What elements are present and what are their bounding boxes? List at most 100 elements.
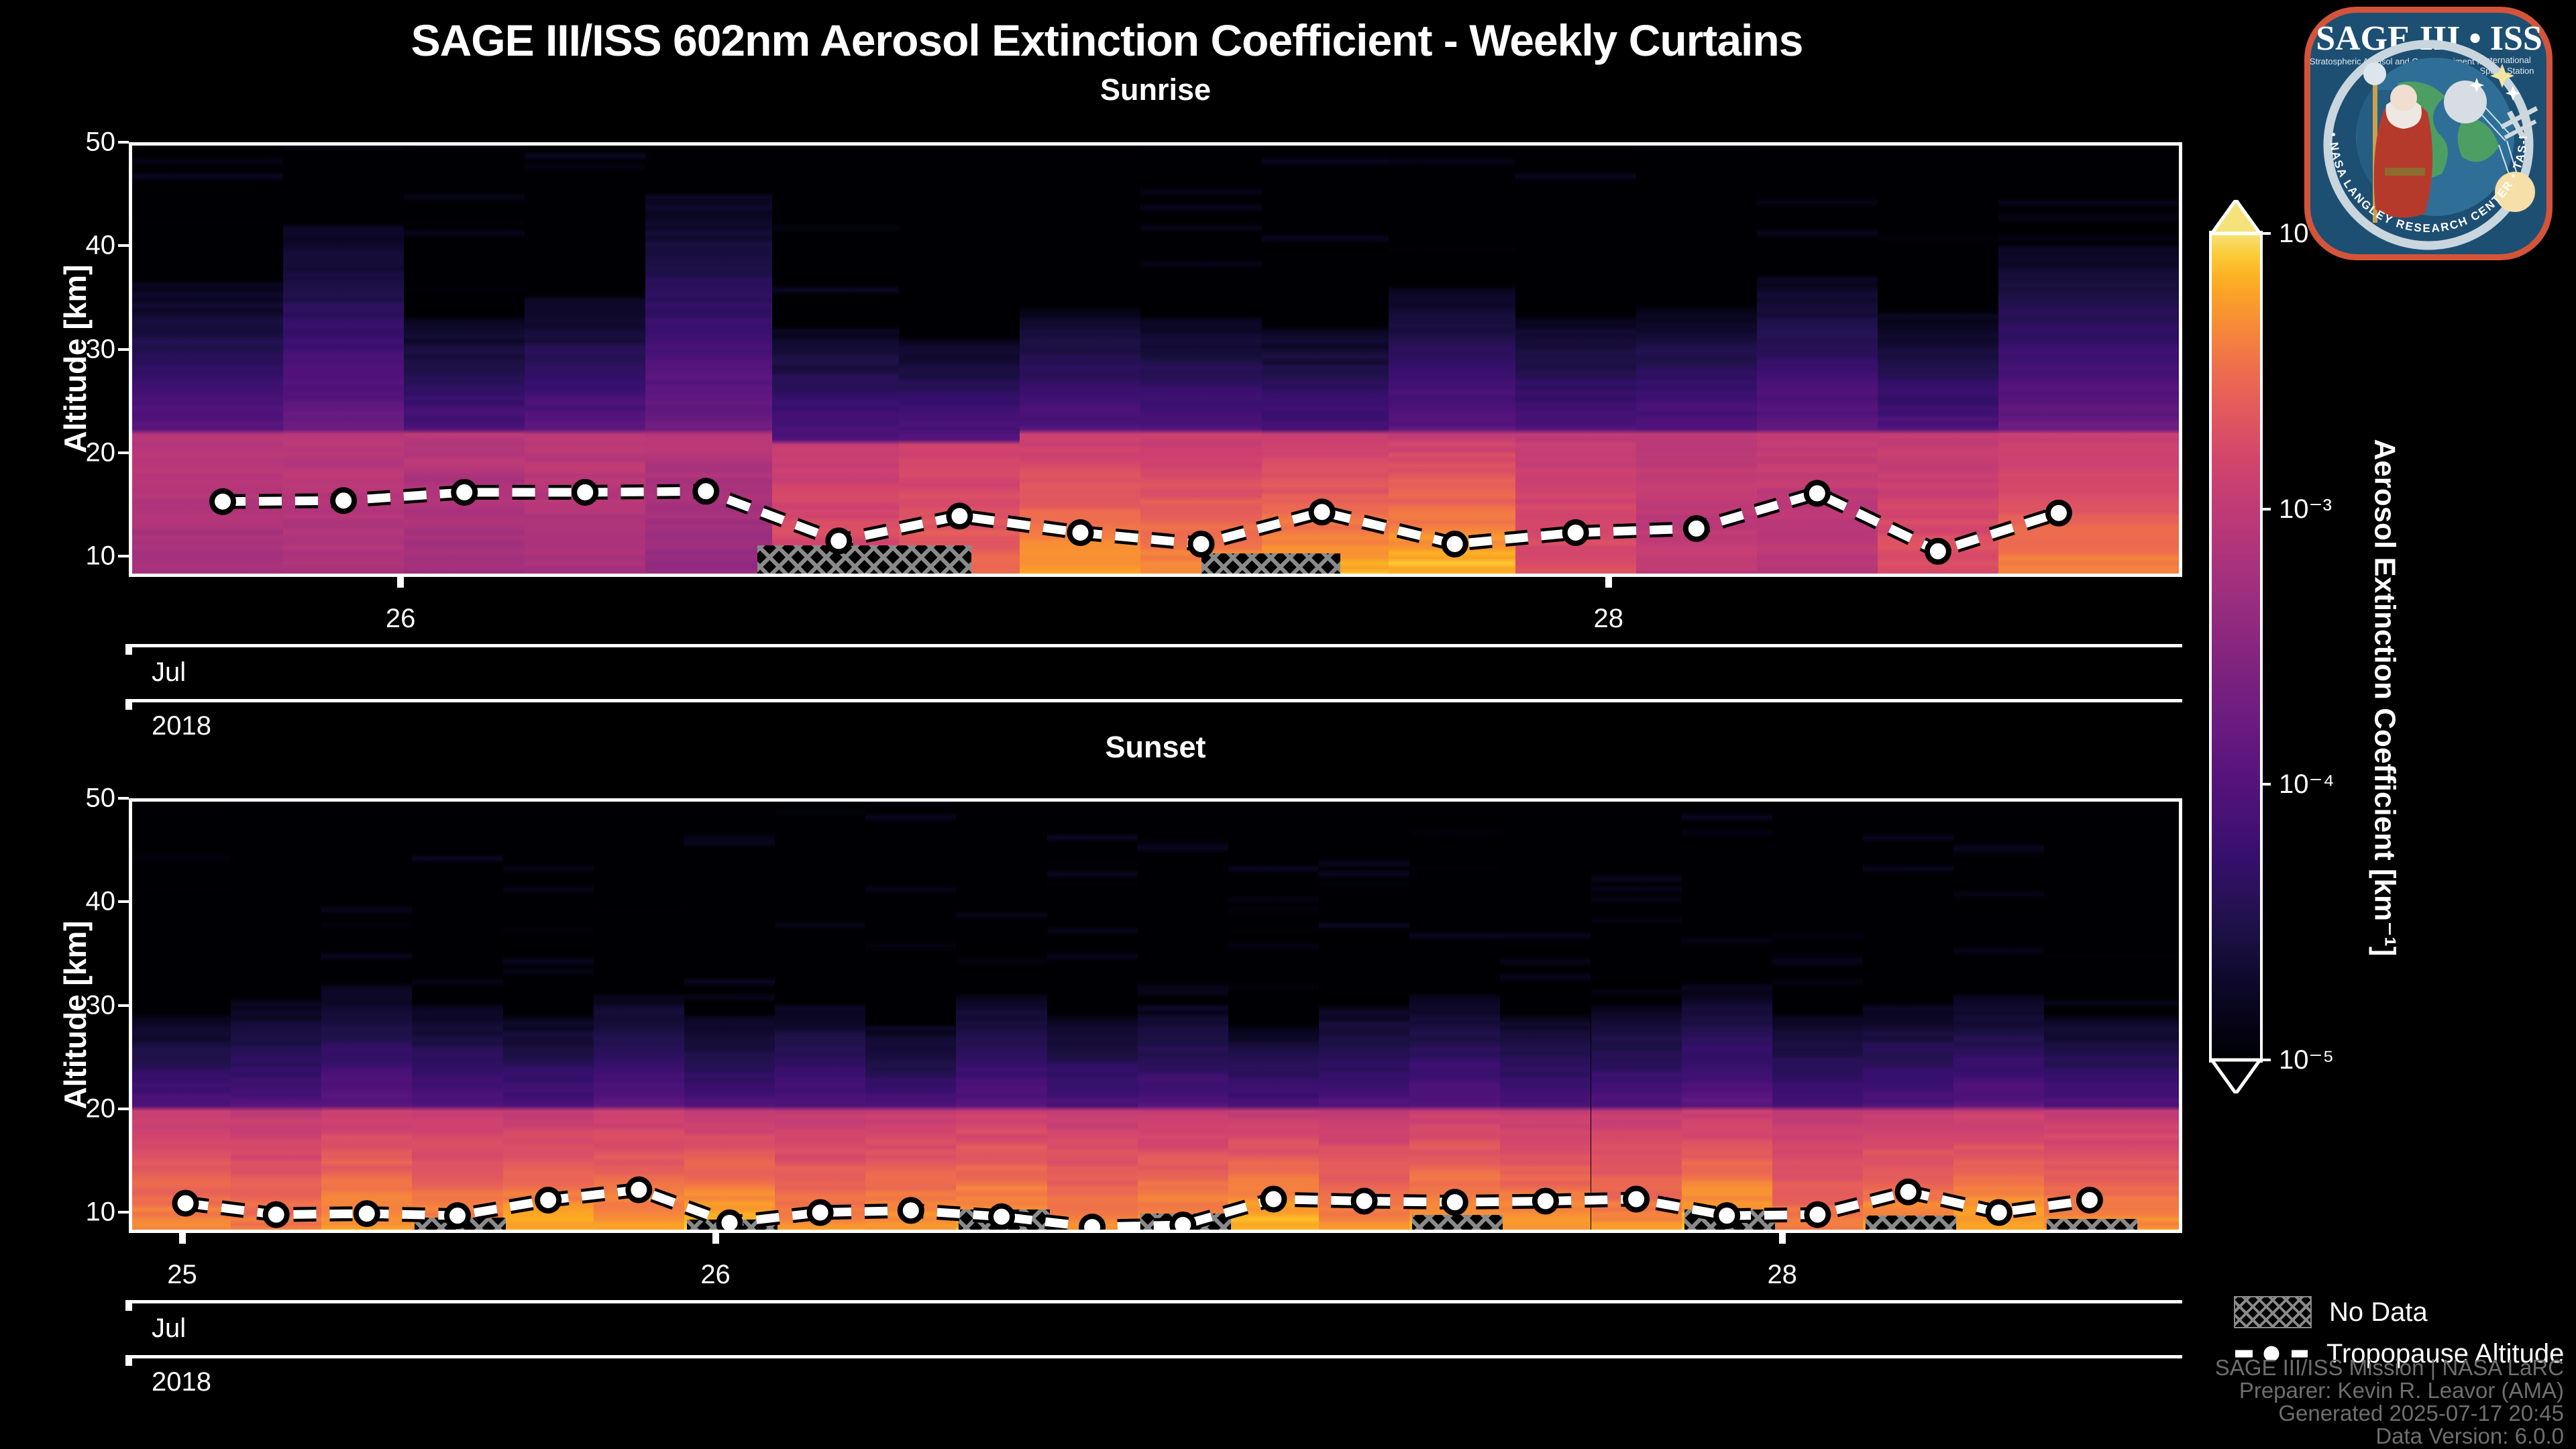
- tropopause-marker: [806, 1199, 834, 1226]
- x-tick-label-year: 2018: [152, 1367, 211, 1397]
- tropopause-marker: [1441, 1189, 1468, 1216]
- tropopause-marker: [1803, 480, 1831, 507]
- tropopause-marker: [825, 527, 853, 555]
- plot-area-sunrise[interactable]: [129, 142, 2182, 577]
- legend-label-no-data: No Data: [2329, 1297, 2428, 1327]
- sage-iii-iss-mission-patch-logo: SAGE III • ISS Stratospheric Aerosol and…: [2293, 0, 2559, 264]
- footer-line-preparer: Preparer: Kevin R. Leavor (AMA): [2239, 1378, 2564, 1403]
- heatmap-column: [1500, 802, 1591, 1230]
- date-axis-rule: [129, 1300, 2182, 1303]
- heatmap-column: [132, 146, 284, 574]
- x-tick-mark: [397, 577, 405, 588]
- y-tick-label: 40: [85, 886, 116, 916]
- heatmap-column: [1953, 802, 2045, 1230]
- x-tick-mark: [125, 644, 132, 655]
- no-data-region: [1412, 1214, 1503, 1230]
- y-tick-label: 20: [85, 1093, 116, 1124]
- tropopause-marker: [946, 502, 973, 530]
- plot-area-sunset[interactable]: [129, 798, 2182, 1233]
- tropopause-marker: [572, 478, 599, 506]
- y-tick-label: 40: [85, 230, 116, 260]
- panel-title-sunset: Sunset: [1105, 730, 1206, 764]
- x-tick-label-day: 26: [700, 1260, 731, 1289]
- y-tick-mark: [118, 1004, 129, 1007]
- colorbar-tick-label: 10⁻⁵: [2279, 1045, 2334, 1075]
- tropopause-marker: [330, 487, 358, 515]
- x-tick-mark: [712, 1233, 719, 1244]
- tropopause-marker: [1350, 1187, 1378, 1215]
- heatmap-column: [321, 802, 413, 1230]
- no-data-hatch-icon: [2234, 1296, 2312, 1328]
- tropopause-marker: [535, 1187, 562, 1214]
- x-tick-mark: [1605, 577, 1612, 588]
- date-axis-rule: [129, 699, 2182, 702]
- tropopause-marker: [897, 1197, 924, 1224]
- tropopause-marker: [1308, 498, 1336, 526]
- tropopause-marker: [172, 1189, 199, 1217]
- colorbar-tick-label: 10⁻⁴: [2279, 769, 2334, 800]
- heatmap-column: [1388, 146, 1515, 574]
- no-data-region: [1865, 1216, 1957, 1230]
- no-data-region: [1201, 553, 1340, 574]
- heatmap-column: [593, 802, 684, 1230]
- tropopause-marker: [1441, 531, 1468, 557]
- y-tick-mark: [118, 1107, 129, 1110]
- tropopause-marker: [451, 478, 478, 506]
- y-tick-mark: [118, 244, 129, 248]
- tropopause-marker: [716, 1209, 743, 1230]
- tropopause-marker: [1532, 1187, 1559, 1215]
- tropopause-line-icon: [2234, 1339, 2309, 1368]
- heatmap-column: [2044, 802, 2179, 1230]
- tropopause-marker: [2045, 499, 2072, 527]
- logo-title-text: SAGE III • ISS: [2316, 19, 2542, 58]
- footer-credits: SAGE III/ISS Mission | NASA LaRC Prepare…: [2215, 1356, 2564, 1448]
- tropopause-marker: [444, 1202, 471, 1230]
- colorbar[interactable]: 10⁻² 10⁻³ 10⁻⁴ 10⁻⁵: [2209, 200, 2334, 1093]
- tropopause-marker: [353, 1200, 380, 1228]
- heatmap-column: [1020, 146, 1141, 574]
- tropopause-marker: [1187, 531, 1215, 557]
- logo-figure: [2363, 62, 2433, 223]
- legend-label-tropopause: Tropopause Altitude: [2326, 1338, 2565, 1368]
- panel-title-sunrise: Sunrise: [1099, 72, 1212, 107]
- tropopause-marker: [1713, 1202, 1741, 1230]
- date-axis-rule: [129, 1355, 2182, 1358]
- legend: No Data Tropopause Altitude: [2234, 1291, 2564, 1375]
- y-tick-label: 30: [85, 334, 116, 364]
- heatmap-column: [865, 802, 957, 1230]
- colorbar-tick-label: 10⁻³: [2279, 494, 2332, 524]
- x-tick-label-day: 28: [1593, 604, 1623, 633]
- tropopause-marker: [1260, 1185, 1287, 1213]
- y-tick-mark: [118, 900, 129, 904]
- heatmap-column: [772, 146, 900, 574]
- tropopause-marker: [262, 1201, 290, 1228]
- heatmap-column: [1681, 802, 1772, 1230]
- y-tick-label: 50: [85, 127, 116, 157]
- heatmap-column: [1862, 802, 1954, 1230]
- heatmap-column: [1140, 146, 1262, 574]
- figure-title: SAGE III/ISS 602nm Aerosol Extinction Co…: [411, 15, 1804, 65]
- colorbar-extend-arrows: [2212, 200, 2260, 1093]
- x-tick-mark: [125, 1355, 132, 1366]
- legend-item-tropopause: Tropopause Altitude: [2234, 1333, 2564, 1375]
- heatmap-column: [684, 802, 775, 1230]
- tropopause-marker: [209, 488, 236, 515]
- colorbar-tick-mark: [2260, 1059, 2271, 1061]
- y-tick-label: 30: [85, 990, 116, 1020]
- legend-item-no-data: No Data: [2234, 1291, 2564, 1333]
- colorbar-gradient[interactable]: [2209, 231, 2263, 1063]
- logo-subtitle-right-1: International: [2483, 55, 2531, 65]
- x-tick-label-year: 2018: [152, 711, 211, 741]
- tropopause-marker: [1562, 519, 1589, 546]
- x-tick-mark: [1778, 1233, 1786, 1244]
- colorbar-title: Aerosol Extinction Coefficient [km⁻¹]: [2368, 439, 2402, 957]
- tropopause-marker: [692, 478, 720, 505]
- tropopause-marker: [1924, 537, 1951, 565]
- heatmap-column: [1137, 802, 1228, 1230]
- tropopause-marker: [625, 1176, 653, 1203]
- tropopause-marker: [1067, 519, 1094, 546]
- heatmap-column: [956, 802, 1047, 1230]
- heatmap-column: [132, 802, 231, 1230]
- heatmap-column: [1877, 146, 1998, 574]
